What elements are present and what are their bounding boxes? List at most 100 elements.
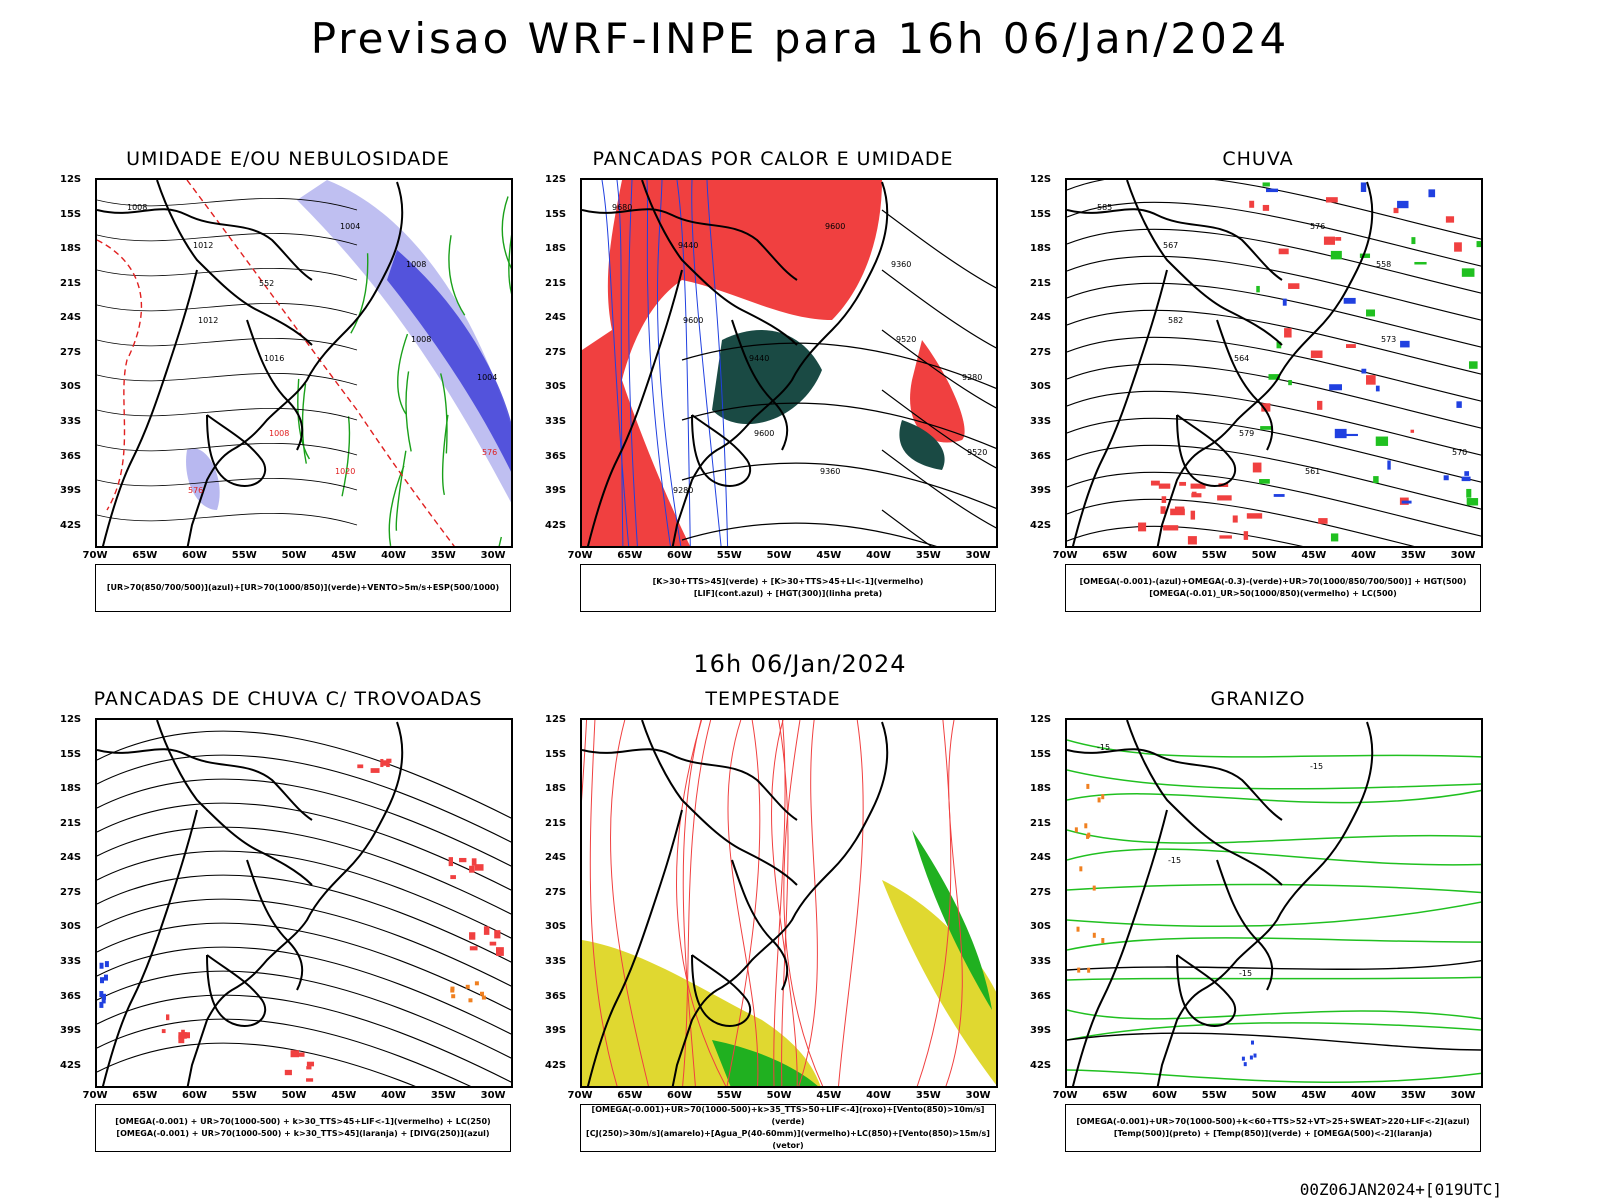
boundary-line [246, 859, 304, 991]
lat-label: 33S [1030, 416, 1052, 428]
lat-label: 33S [545, 956, 567, 968]
lat-label: 21S [545, 817, 567, 829]
pressure-isobar [97, 302, 358, 316]
contour-label: -15 [1097, 743, 1110, 752]
boundary-line [101, 809, 198, 1086]
lat-label: 42S [60, 519, 82, 531]
contour-label: 585 [1097, 203, 1112, 212]
instability-fill [712, 330, 822, 425]
temp850-contour [1067, 739, 1481, 758]
panel-pancadas_trovoadas: PANCADAS DE CHUVA C/ TROVOADAS 12S 15S 18S 2… [58, 688, 518, 1168]
lat-label: 36S [60, 990, 82, 1002]
thunderstorm-patch [284, 1069, 292, 1076]
lon-label: 35W [1400, 550, 1426, 561]
lon-label: 50W [281, 1090, 307, 1101]
precip-patch [1466, 498, 1479, 506]
pressure-isobar [97, 442, 358, 456]
precip-patch [1187, 536, 1197, 545]
legend-line: [OMEGA(-0.01)_UR>50(1000/850)(vermelho) … [1149, 589, 1397, 598]
map-area: -15 -15 -15 -15 [1065, 718, 1483, 1088]
streamline [1067, 309, 1481, 375]
lifted-index-contour [616, 180, 624, 546]
omega-patch [1086, 783, 1090, 789]
thunderstorm-patch [386, 758, 392, 763]
precip-patch [1410, 429, 1415, 433]
precip-patch [1375, 385, 1380, 392]
lat-label: 27S [545, 346, 567, 358]
humidity-contour [405, 371, 412, 452]
lon-label: 35W [430, 1090, 456, 1101]
panel-tempestade: TEMPESTADE 12S 15S 18S 21S 24S 27S 30S 33S 36S 39S… [543, 688, 1003, 1168]
lon-label: 60W [667, 1090, 692, 1101]
streamline [1067, 444, 1481, 510]
hail-patch [1250, 1040, 1254, 1045]
lat-label: 12S [60, 714, 82, 725]
panel-title: PANCADAS POR CALOR E UMIDADE [592, 148, 954, 170]
contour-label: 9360 [891, 260, 911, 269]
lat-label: 27S [545, 886, 567, 898]
lon-label: 70W [1052, 550, 1078, 561]
lon-label: 40W [1351, 550, 1377, 561]
contour-label: 552 [259, 279, 274, 288]
lifted-index-contour [676, 180, 691, 546]
thunderstorm-patch [471, 858, 477, 866]
lat-label: 42S [545, 519, 567, 531]
boundary-line [671, 181, 889, 546]
lon-label: 70W [567, 1090, 593, 1101]
humidity-contour [501, 196, 511, 270]
precip-patch [1375, 436, 1389, 446]
precip-patch [1317, 400, 1323, 410]
contour-label: 9600 [825, 222, 845, 231]
precip-patch [1252, 462, 1262, 473]
lat-label: 27S [60, 886, 82, 898]
instability-fill [899, 420, 945, 470]
height-contour [881, 209, 996, 289]
lat-label: 30S [545, 381, 567, 393]
lat-label: 36S [545, 450, 567, 462]
precipitable-water-contour [771, 720, 798, 1086]
boundary-line [97, 748, 313, 821]
divergence-patch [101, 997, 106, 1004]
boundary-line [1156, 181, 1374, 546]
temp850-contour [1067, 901, 1481, 928]
precip-patch [1273, 494, 1285, 497]
shower-patch [474, 981, 479, 986]
panel-title: GRANIZO [1210, 688, 1306, 710]
map-svg: 585 582 579 576 573 570 567 564 561 558 [1067, 180, 1481, 546]
humidity-contour [341, 416, 351, 497]
lat-label: 42S [545, 1059, 567, 1071]
boundary-line [1176, 414, 1237, 487]
map-area [580, 718, 998, 1088]
contour-label: 9280 [962, 373, 982, 382]
precipitable-water-contour [676, 720, 727, 1086]
precip-patch [1361, 368, 1367, 374]
precipitable-water-contour [773, 720, 786, 1086]
blank-area [582, 180, 622, 350]
lat-label: 15S [1030, 748, 1052, 760]
precip-patch [1476, 241, 1481, 248]
boundary-line [1071, 809, 1168, 1086]
streamline [1067, 255, 1481, 321]
lon-label: 30W [1450, 550, 1476, 561]
lon-label: 45W [816, 550, 842, 561]
boundary-line [1126, 720, 1283, 886]
thunderstorm-patch [381, 760, 389, 766]
omega-patch [1101, 794, 1105, 800]
streamline [1067, 336, 1481, 402]
shower-patch [451, 994, 456, 999]
humidity-contour [397, 333, 409, 415]
boundary-line [156, 180, 313, 346]
shower-patch [480, 991, 485, 996]
precip-patch [1366, 309, 1376, 317]
hail-patch [1253, 1053, 1257, 1058]
streamline [97, 922, 511, 1011]
precip-patch [1461, 476, 1471, 482]
divergence-patch [99, 1001, 104, 1008]
omega-patch [1092, 885, 1096, 891]
map-area [95, 718, 513, 1088]
contour-label: -15 [1310, 762, 1323, 771]
lat-label: 24S [1030, 312, 1052, 324]
lon-label: 60W [182, 1090, 207, 1101]
precip-patch [1282, 298, 1287, 306]
lon-label: 60W [667, 550, 692, 561]
